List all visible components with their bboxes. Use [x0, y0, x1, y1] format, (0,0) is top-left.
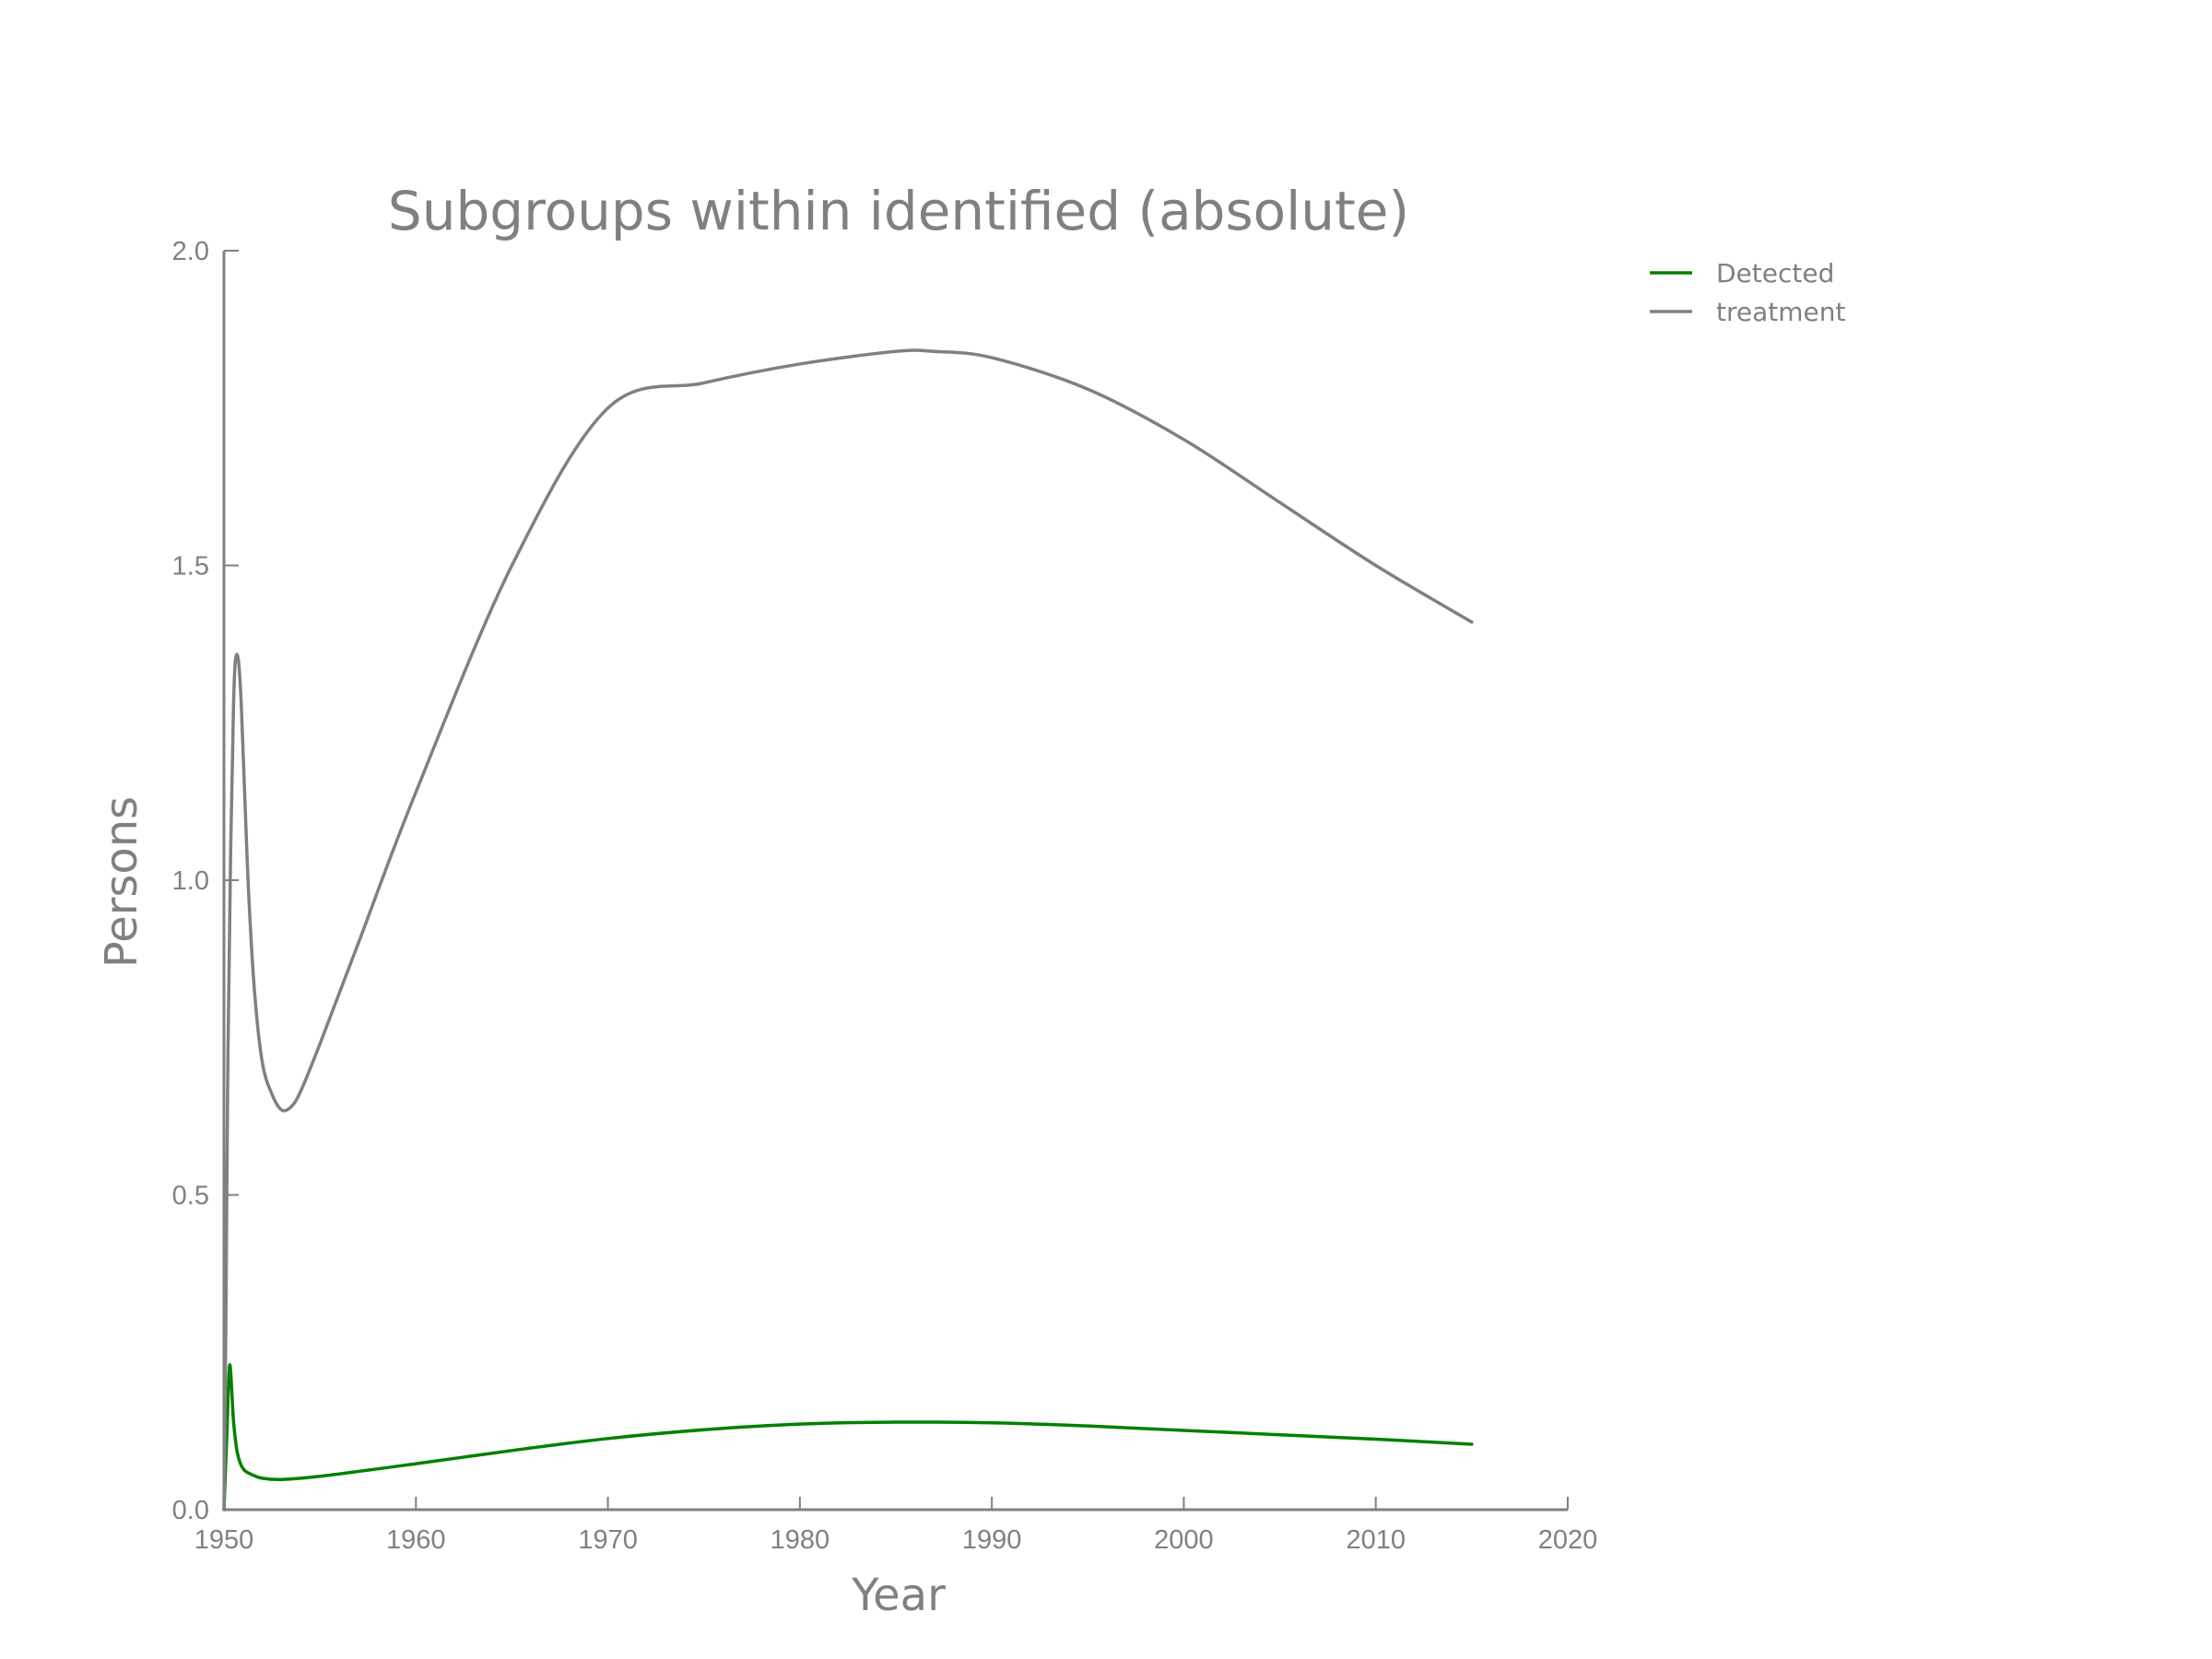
y-tick-label: 2.0: [172, 237, 209, 266]
legend: Detected treatment: [1650, 258, 1845, 327]
legend-label-treatment: treatment: [1716, 297, 1845, 327]
x-tick-label: 1980: [771, 1525, 830, 1555]
x-tick-label: 2010: [1346, 1525, 1406, 1555]
x-tick-label: 1960: [386, 1525, 446, 1555]
x-tick-label: 2020: [1538, 1525, 1598, 1555]
x-tick-label: 1950: [194, 1525, 254, 1555]
chart-title: Subgroups within identified (absolute): [388, 180, 1409, 242]
x-tick-label: 1990: [962, 1525, 1022, 1555]
y-axis-label: Persons: [96, 796, 147, 968]
x-tick-label: 2000: [1154, 1525, 1214, 1555]
y-tick-label: 0.5: [172, 1182, 209, 1211]
series-line-detected: [222, 1363, 1474, 1512]
y-tick-label: 1.5: [172, 552, 209, 582]
y-tick-label: 1.0: [172, 866, 209, 896]
plot-area: 1950 1960 1970 1980 1990 2000 2010 2020 0.0 0.5 1.…: [172, 237, 1598, 1555]
series-line-treatment: [222, 348, 1474, 1512]
x-axis-label: Year: [851, 1570, 946, 1621]
legend-label-detected: Detected: [1716, 258, 1834, 288]
x-tick-label: 1970: [578, 1525, 638, 1555]
y-tick-label: 0.0: [172, 1496, 209, 1525]
